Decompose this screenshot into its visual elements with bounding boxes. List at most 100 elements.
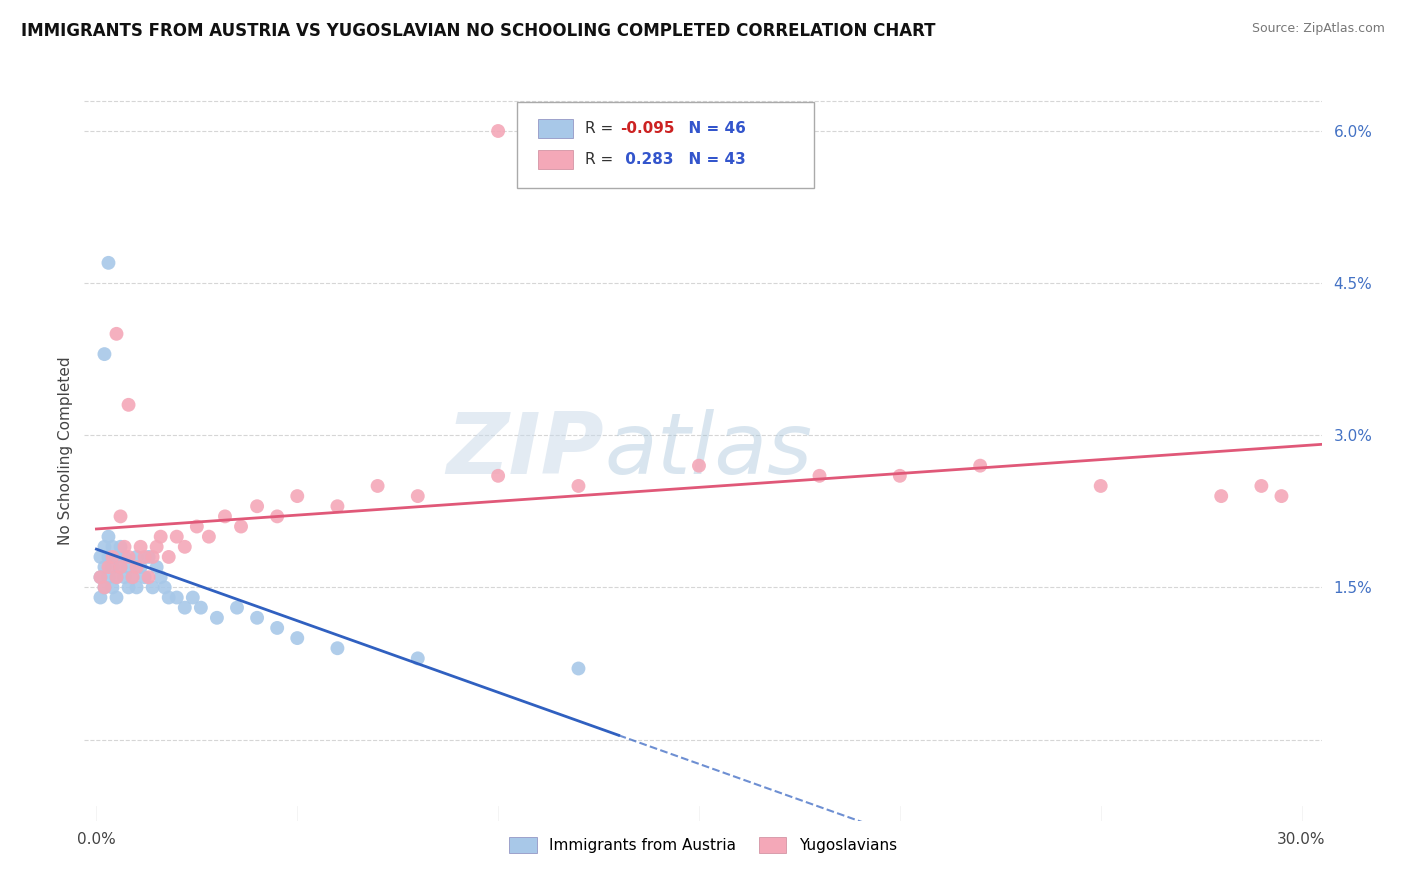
- Point: [121, 570, 143, 584]
- Point: [186, 519, 208, 533]
- Point: [326, 641, 349, 656]
- Point: [114, 540, 136, 554]
- Point: [808, 468, 831, 483]
- Text: R =: R =: [585, 121, 619, 136]
- Point: [93, 580, 115, 594]
- Point: [166, 530, 188, 544]
- Point: [173, 600, 195, 615]
- Point: [105, 570, 128, 584]
- Point: [142, 580, 165, 594]
- Point: [1270, 489, 1292, 503]
- Point: [101, 549, 124, 564]
- Point: [326, 500, 349, 514]
- Point: [173, 540, 195, 554]
- Point: [89, 570, 111, 584]
- Point: [486, 124, 509, 138]
- Point: [97, 570, 120, 584]
- Point: [114, 570, 136, 584]
- Point: [153, 580, 176, 594]
- Text: 0.283: 0.283: [620, 152, 673, 167]
- Point: [157, 591, 180, 605]
- Point: [205, 611, 228, 625]
- Point: [93, 347, 115, 361]
- Point: [105, 591, 128, 605]
- Point: [125, 549, 148, 564]
- Point: [105, 570, 128, 584]
- Bar: [538, 119, 574, 138]
- Point: [688, 458, 710, 473]
- Point: [285, 631, 308, 645]
- Point: [157, 549, 180, 564]
- Point: [145, 540, 167, 554]
- Point: [149, 570, 172, 584]
- Text: ZIP: ZIP: [446, 409, 605, 492]
- Text: R =: R =: [585, 152, 623, 167]
- Text: N = 46: N = 46: [678, 121, 747, 136]
- Point: [138, 549, 160, 564]
- Point: [226, 600, 249, 615]
- Point: [93, 560, 115, 574]
- Point: [166, 591, 188, 605]
- Point: [117, 398, 139, 412]
- Point: [246, 500, 269, 514]
- Point: [97, 530, 120, 544]
- Point: [406, 651, 429, 665]
- Y-axis label: No Schooling Completed: No Schooling Completed: [58, 356, 73, 545]
- Point: [486, 468, 509, 483]
- Text: N = 43: N = 43: [678, 152, 747, 167]
- Point: [149, 530, 172, 544]
- Point: [125, 560, 148, 574]
- Point: [181, 591, 204, 605]
- Point: [93, 580, 115, 594]
- Text: atlas: atlas: [605, 409, 813, 492]
- Point: [97, 560, 120, 574]
- Point: [105, 549, 128, 564]
- Point: [134, 570, 156, 584]
- Point: [93, 540, 115, 554]
- Point: [110, 560, 132, 574]
- Point: [214, 509, 236, 524]
- Point: [114, 549, 136, 564]
- Point: [89, 570, 111, 584]
- Point: [285, 489, 308, 503]
- Point: [889, 468, 911, 483]
- Point: [246, 611, 269, 625]
- Text: IMMIGRANTS FROM AUSTRIA VS YUGOSLAVIAN NO SCHOOLING COMPLETED CORRELATION CHART: IMMIGRANTS FROM AUSTRIA VS YUGOSLAVIAN N…: [21, 22, 935, 40]
- Point: [125, 580, 148, 594]
- FancyBboxPatch shape: [517, 103, 814, 187]
- Point: [117, 560, 139, 574]
- Point: [198, 530, 221, 544]
- Point: [101, 540, 124, 554]
- Point: [97, 549, 120, 564]
- Point: [1211, 489, 1233, 503]
- Point: [117, 580, 139, 594]
- Point: [101, 580, 124, 594]
- Point: [406, 489, 429, 503]
- Point: [110, 560, 132, 574]
- Point: [145, 560, 167, 574]
- Point: [266, 509, 288, 524]
- Point: [134, 549, 156, 564]
- Point: [121, 570, 143, 584]
- Point: [969, 458, 991, 473]
- Point: [1250, 479, 1272, 493]
- Point: [101, 560, 124, 574]
- Bar: [538, 150, 574, 169]
- Point: [567, 661, 589, 675]
- Point: [138, 570, 160, 584]
- Point: [266, 621, 288, 635]
- Point: [89, 549, 111, 564]
- Point: [117, 549, 139, 564]
- Point: [367, 479, 389, 493]
- Point: [110, 509, 132, 524]
- Point: [97, 256, 120, 270]
- Text: -0.095: -0.095: [620, 121, 675, 136]
- Point: [567, 479, 589, 493]
- Point: [229, 519, 252, 533]
- Legend: Immigrants from Austria, Yugoslavians: Immigrants from Austria, Yugoslavians: [502, 830, 904, 861]
- Point: [105, 326, 128, 341]
- Point: [110, 540, 132, 554]
- Point: [1090, 479, 1112, 493]
- Point: [89, 591, 111, 605]
- Point: [142, 549, 165, 564]
